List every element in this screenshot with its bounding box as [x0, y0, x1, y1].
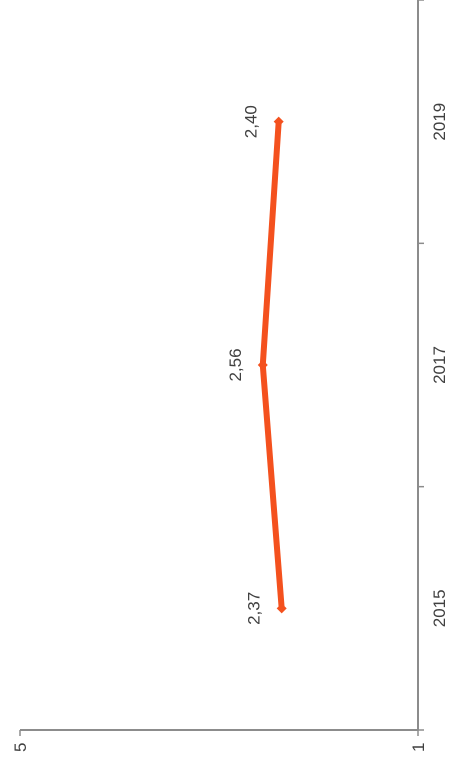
data-labels: 2,37 2,56 2,40 [226, 105, 264, 625]
y-tick-label: 5 [11, 743, 30, 752]
y-tick-label: 1 [409, 743, 428, 752]
data-point [257, 360, 268, 370]
axis-tick-labels: 2015 2017 2019 1 5 [11, 103, 449, 752]
data-label: 2,56 [226, 348, 245, 381]
data-label: 2,37 [245, 592, 264, 625]
data-point [276, 603, 287, 614]
series-line-group [257, 116, 287, 614]
x-tick-label: 2017 [430, 346, 449, 384]
x-tick-label: 2015 [430, 589, 449, 627]
data-label: 2,40 [242, 105, 261, 138]
x-tick-label: 2019 [430, 103, 449, 141]
axis-ticks [19, 0, 424, 736]
data-point [273, 116, 284, 127]
